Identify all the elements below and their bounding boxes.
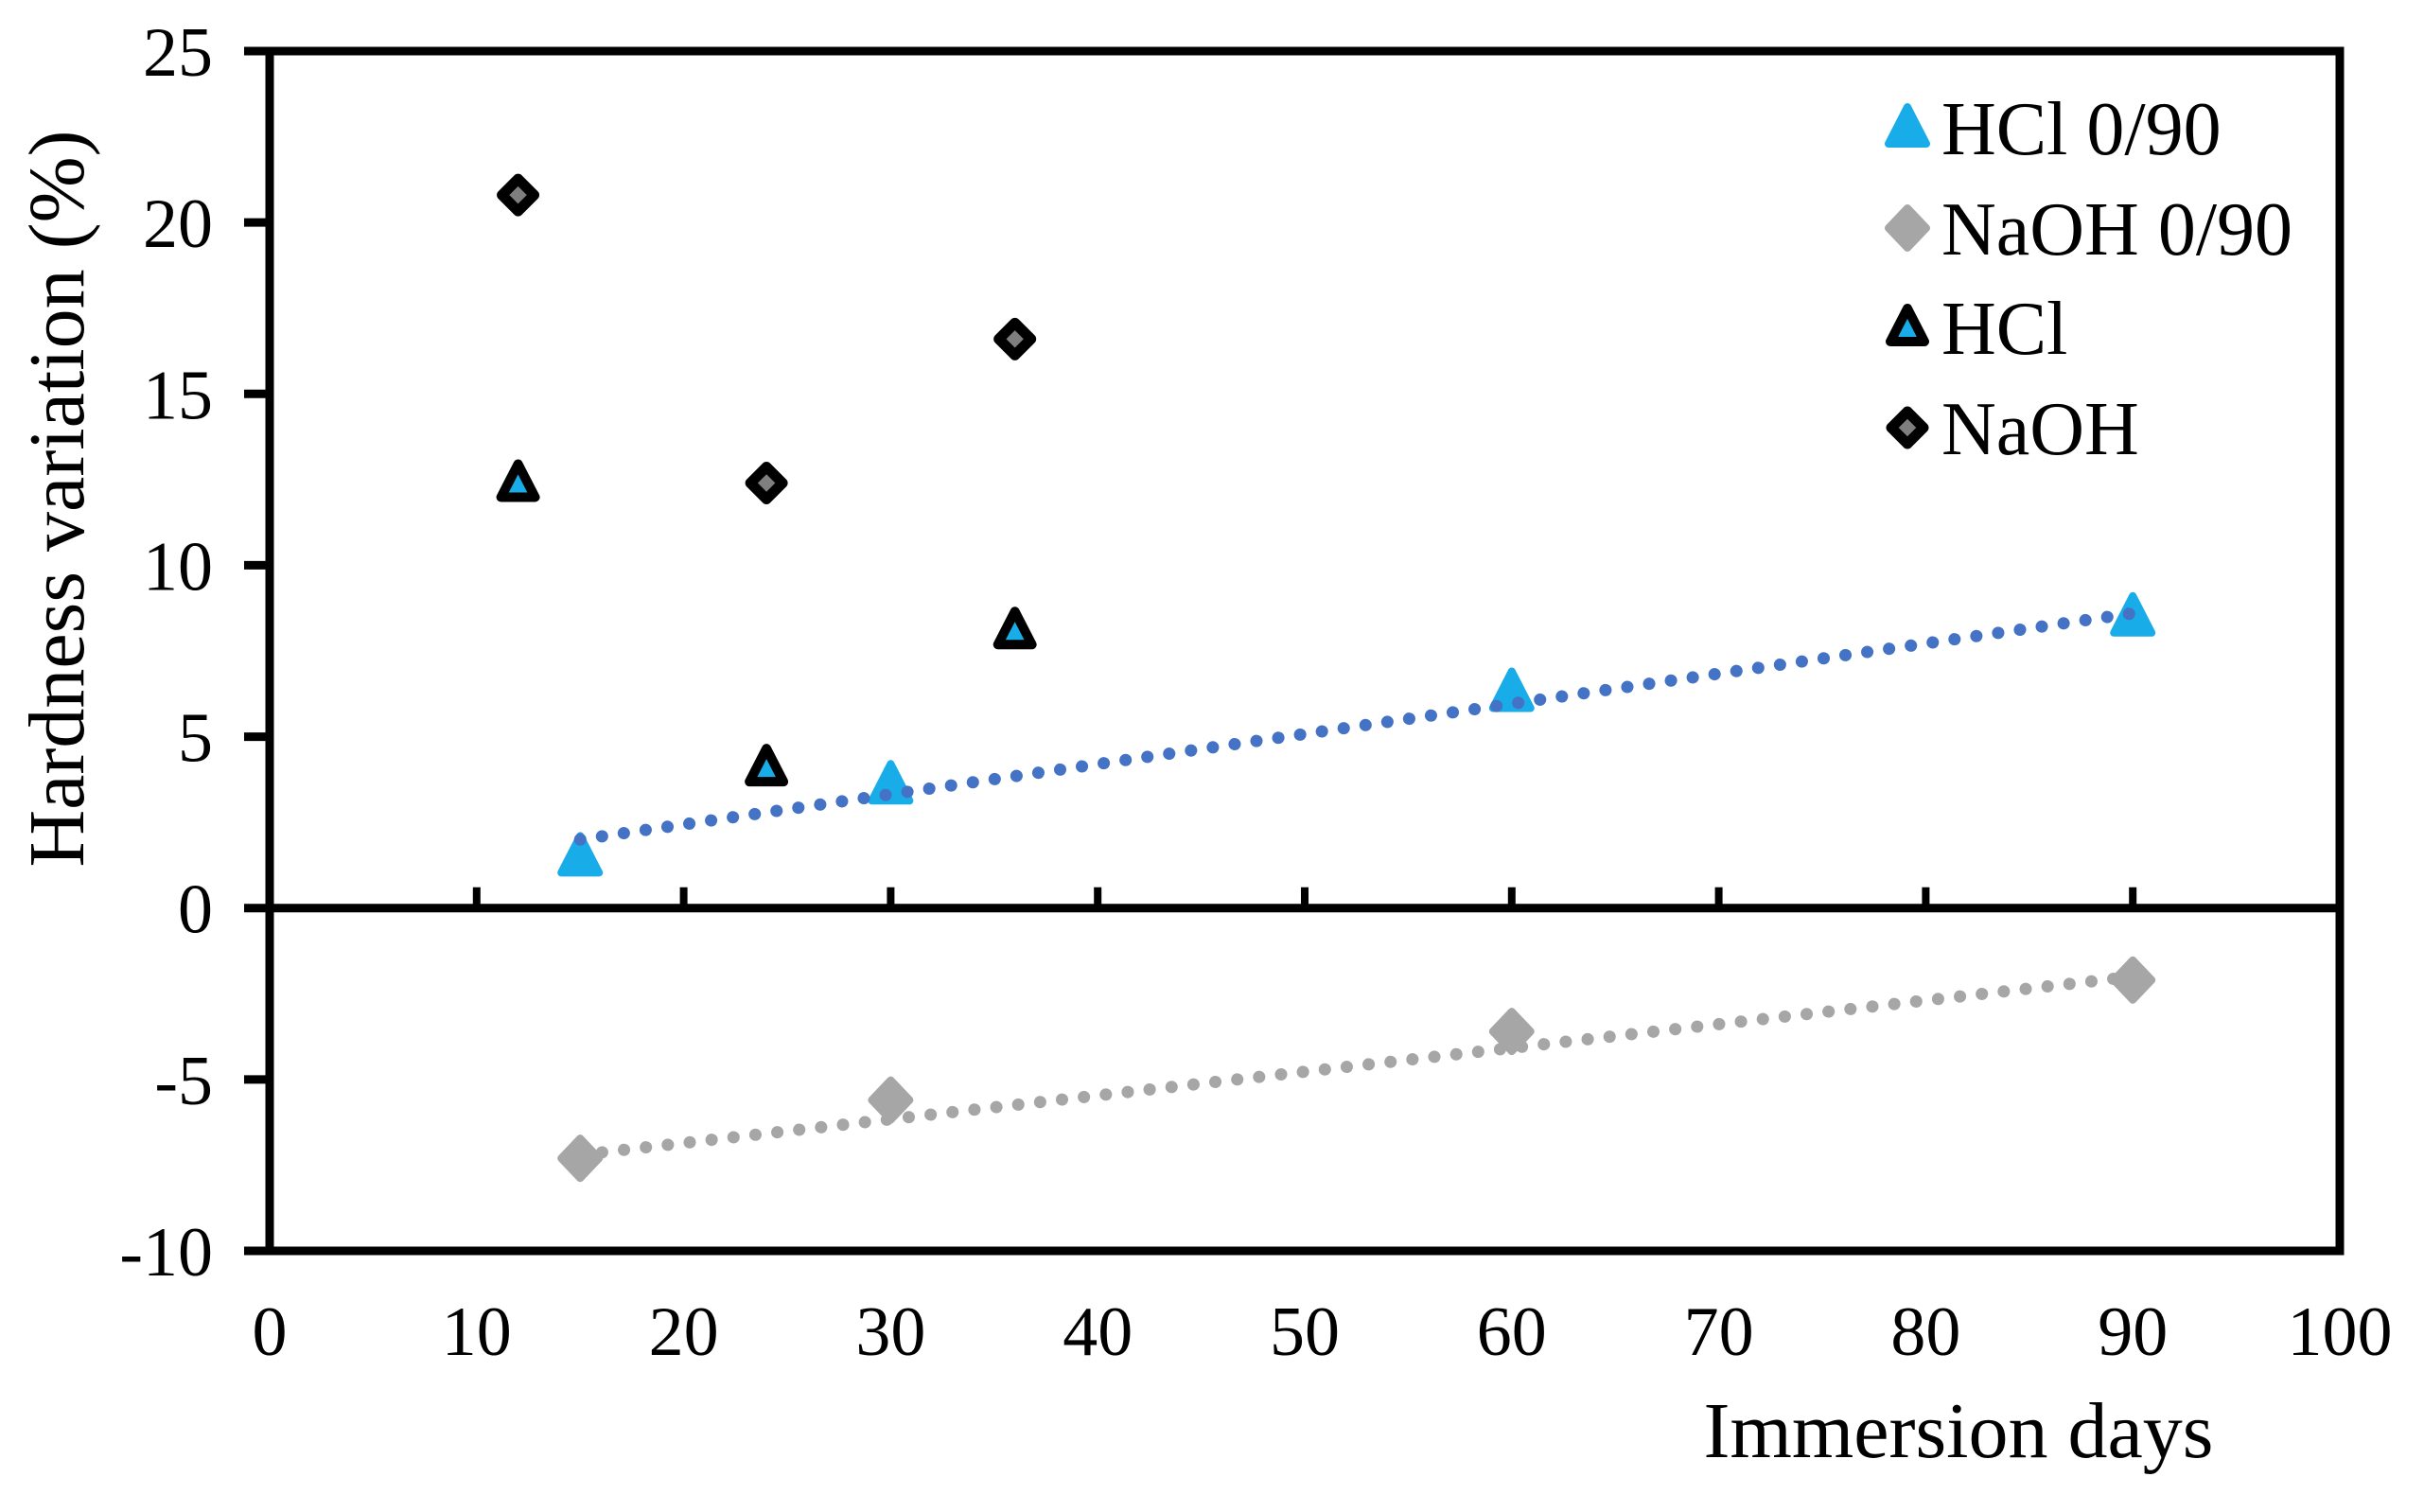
x-tick-label: 60 (1477, 1293, 1547, 1371)
marker-diamond-outlined (497, 173, 540, 217)
marker-triangle-outlined (1886, 304, 1929, 346)
x-tick-label: 90 (2098, 1293, 2168, 1371)
marker-triangle-outlined (496, 459, 540, 502)
x-tick-label: 10 (442, 1293, 512, 1371)
x-tick-label: 80 (1890, 1293, 1960, 1371)
x-tick-label: 30 (855, 1293, 925, 1371)
x-tick-label: 50 (1270, 1293, 1340, 1371)
marker-triangle-outlined (745, 744, 789, 787)
y-axis-title: Hardness variation (%) (13, 130, 101, 867)
marker-diamond (2110, 956, 2156, 1004)
y-tick-label: -10 (119, 1214, 213, 1292)
marker-diamond-outlined (993, 317, 1037, 360)
marker-triangle-outlined (992, 607, 1037, 650)
x-tick-label: 70 (1684, 1293, 1754, 1371)
marker-diamond-outlined (745, 461, 788, 504)
x-tick-label: 0 (253, 1293, 288, 1371)
marker-diamond (1885, 204, 1930, 252)
x-axis-title: Immersion days (1704, 1387, 2214, 1475)
y-tick-label: 10 (143, 528, 213, 606)
legend-label: HCl (1941, 288, 2067, 371)
y-tick-label: 0 (178, 871, 213, 949)
legend-label: NaOH 0/90 (1941, 188, 2292, 272)
trendline-dotted (573, 607, 2139, 846)
marker-triangle (1885, 103, 1930, 148)
y-tick-label: 5 (178, 700, 213, 778)
x-tick-label: 100 (2288, 1293, 2393, 1371)
y-tick-label: 25 (143, 14, 213, 92)
trendline-dotted (573, 970, 2139, 1162)
plot-border (265, 46, 2345, 1256)
y-tick-label: 20 (143, 185, 213, 263)
legend-label: NaOH (1941, 388, 2139, 471)
x-tick-label: 40 (1063, 1293, 1133, 1371)
y-tick-label: -5 (154, 1043, 213, 1120)
x-tick-label: 20 (649, 1293, 719, 1371)
y-tick-label: 15 (143, 357, 213, 434)
legend-label: HCl 0/90 (1941, 88, 2222, 171)
marker-diamond-outlined (1886, 406, 1929, 449)
marker-triangle (557, 832, 604, 877)
